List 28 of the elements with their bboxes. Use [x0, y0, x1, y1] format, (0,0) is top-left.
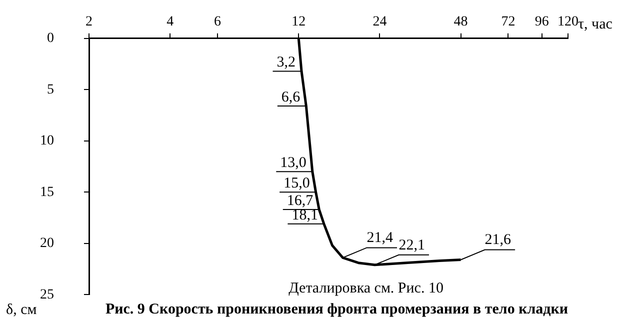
text: Рис. 9 Скорость проникновения фронта промерзания в тело кладки — [105, 301, 568, 318]
x-axis-title: τ, час — [578, 16, 613, 32]
annotation: 15,0 — [284, 176, 310, 192]
x-tick-label: 96 — [534, 14, 549, 30]
y-tick-label: 25 — [40, 287, 54, 302]
annotation: 18,1 — [292, 207, 318, 224]
y-tick-label: 15 — [40, 184, 54, 200]
annotation: 21,6 — [484, 232, 512, 248]
y-tick-label: 0 — [47, 31, 54, 46]
annotation: 16,7 — [286, 192, 314, 209]
annotation: Деталировка см. Рис. 10 — [288, 280, 444, 297]
annotation: 21,4 — [366, 230, 394, 246]
x-tick-label: 72 — [501, 14, 516, 30]
y-tick-label: 5 — [47, 82, 54, 98]
y-tick-label: 10 — [40, 134, 54, 149]
x-tick-label: 4 — [166, 14, 174, 30]
annotation: 6,6 — [281, 89, 301, 106]
x-tick-label: 24 — [372, 14, 387, 30]
x-tick-label: 12 — [292, 14, 306, 30]
x-tick-label: 48 — [454, 14, 468, 30]
annotation: 22,1 — [398, 237, 425, 254]
y-axis-title: δ, см — [6, 302, 38, 318]
annotation: 3,2 — [276, 54, 296, 71]
y-tick-label: 20 — [40, 236, 54, 252]
x-tick-label: 2 — [86, 14, 92, 30]
x-tick-label: 6 — [214, 14, 222, 30]
x-tick-label: 120 — [558, 14, 578, 30]
annotation: 13,0 — [280, 155, 306, 172]
